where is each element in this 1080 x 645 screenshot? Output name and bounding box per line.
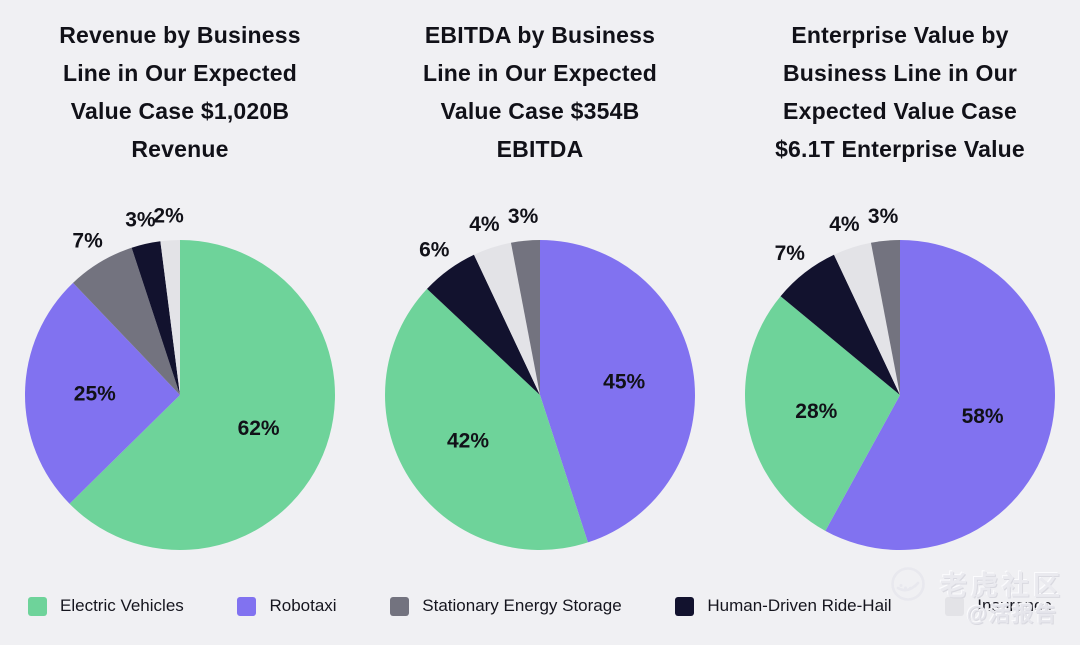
- human-driven-ride-hail-swatch: [675, 596, 695, 616]
- legend-label: Robotaxi: [269, 596, 337, 615]
- pie-slice-human-driven-ride-hail: [131, 241, 180, 395]
- pie-slice-percent-label: 7%: [72, 230, 103, 253]
- enterprise-value-pie-section: Enterprise Value by Business Line in Our…: [720, 0, 1080, 567]
- legend-item-stationary-energy-storage: Stationary Energy Storage: [390, 596, 622, 616]
- pie-slice-percent-label: 2%: [153, 205, 184, 228]
- pie-slice-electric-vehicles: [385, 288, 588, 550]
- pie-slice-percent-label: 4%: [829, 213, 860, 236]
- ebitda-pie-section: EBITDA by Business Line in Our Expected …: [360, 0, 720, 567]
- legend-item-insurance: Insurance: [945, 596, 1052, 616]
- pie-slice-percent-label: 3%: [868, 205, 899, 228]
- enterprise-value-chart-title: Enterprise Value by Business Line in Our…: [775, 22, 1025, 162]
- legend-label: Stationary Energy Storage: [422, 596, 622, 615]
- pie-slice-human-driven-ride-hail: [427, 254, 540, 395]
- pie-slice-robotaxi: [540, 240, 695, 543]
- pie-slice-robotaxi: [24, 282, 180, 504]
- pie-slice-percent-label: 7%: [775, 242, 806, 265]
- electric-vehicles-swatch: [28, 596, 47, 616]
- pie-slice-insurance: [834, 242, 900, 395]
- pie-slice-stationary-energy-storage: [870, 240, 900, 395]
- legend-item-robotaxi: Robotaxi: [237, 596, 337, 616]
- pie-slice-percent-label: 62%: [238, 417, 280, 440]
- legend-label: Electric Vehicles: [60, 596, 184, 615]
- revenue-chart-title: Revenue by Business Line in Our Expected…: [59, 22, 301, 162]
- insurance-swatch: [945, 596, 965, 616]
- legend-item-electric-vehicles: Electric Vehicles: [28, 596, 184, 616]
- enterprise-value-pie-chart: 58% 28% 7% 4% 3%: [744, 205, 1055, 550]
- pie-slice-percent-label: 28%: [795, 400, 837, 423]
- pie-slice-percent-label: 6%: [419, 239, 450, 262]
- revenue-pie-chart: 62% 25% 7% 3%2%: [24, 205, 335, 550]
- stationary-energy-storage-swatch: [390, 596, 410, 616]
- pie-slice-percent-label: 42%: [447, 430, 489, 453]
- robotaxi-swatch: [237, 596, 257, 616]
- pie-slice-electric-vehicles: [69, 240, 335, 550]
- pie-slice-insurance: [160, 240, 180, 395]
- legend: Electric Vehicles Robotaxi Stationary En…: [0, 596, 1080, 616]
- pie-slice-percent-label: 25%: [74, 383, 116, 406]
- pie-slice-insurance: [474, 242, 540, 395]
- pie-slice-percent-label: 58%: [962, 405, 1004, 428]
- pie-slice-percent-label: 3%: [508, 205, 539, 228]
- pie-slice-percent-label: 45%: [603, 371, 645, 394]
- pie-slice-electric-vehicles: [744, 296, 900, 531]
- pie-slice-percent-label: 4%: [469, 213, 500, 236]
- legend-label: Insurance: [977, 596, 1052, 615]
- revenue-pie-section: Revenue by Business Line in Our Expected…: [0, 0, 360, 567]
- pie-slice-percent-label: 3%: [125, 209, 156, 232]
- ebitda-chart-title: EBITDA by Business Line in Our Expected …: [422, 22, 658, 162]
- pie-slice-stationary-energy-storage: [510, 240, 540, 395]
- ebitda-pie-chart: 45% 42% 6% 4% 3%: [385, 205, 695, 550]
- pie-slice-stationary-energy-storage: [73, 247, 180, 395]
- charts-row: Revenue by Business Line in Our Expected…: [0, 0, 1080, 567]
- pie-slice-robotaxi: [825, 240, 1055, 550]
- pie-slice-human-driven-ride-hail: [780, 254, 900, 395]
- legend-item-human-driven-ride-hail: Human-Driven Ride-Hail: [675, 596, 892, 616]
- legend-label: Human-Driven Ride-Hail: [707, 596, 892, 615]
